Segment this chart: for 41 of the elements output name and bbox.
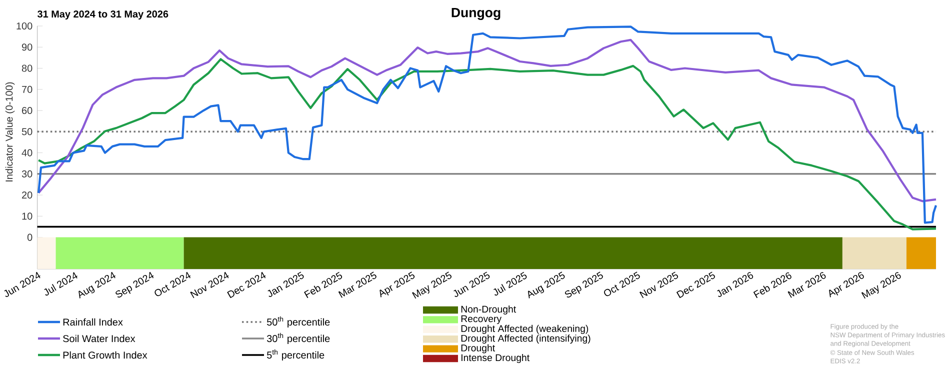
y-tick-label: 40 <box>22 149 32 156</box>
legend-label: 30$^{th}$ percentile <box>266 332 330 344</box>
y-tick-label: 30 <box>22 170 32 178</box>
x-tick-label: Sep 2025 <box>564 272 603 298</box>
y-tick-label: 100 <box>16 22 32 30</box>
x-tick-label: Oct 2025 <box>604 272 640 296</box>
legend-label: Recovery <box>461 315 502 324</box>
y-tick-label: 60 <box>22 106 32 114</box>
chart-title: Dungog <box>452 8 500 20</box>
x-tick-label: Jun 2025 <box>454 272 490 298</box>
y-tick-label: 20 <box>22 192 32 199</box>
y-tick-label: 10 <box>22 212 32 220</box>
x-tick-label: Jan 2026 <box>717 272 754 298</box>
legend-label: Drought Affected (intensifying) <box>461 334 590 344</box>
y-tick-label: 80 <box>22 64 32 72</box>
y-tick-label: 70 <box>22 86 32 93</box>
x-tick-label: Aug 2024 <box>78 272 116 299</box>
line-series <box>37 26 938 224</box>
text: Intense Drought <box>461 354 530 364</box>
x-tick-label: Jun 2024 <box>4 272 40 298</box>
legend-label: Non-Drought <box>461 305 516 315</box>
legend-label: Rainfall Index <box>63 318 123 326</box>
legend-label: Soil Water Index <box>63 334 136 342</box>
x-tick-label: Jan 2025 <box>268 272 304 298</box>
line-series <box>37 58 938 230</box>
x-tick-label: Jul 2024 <box>44 272 78 296</box>
x-tick-label: Jul 2025 <box>494 272 527 296</box>
y-tick-label: 0 <box>27 234 32 241</box>
legend-label: 50$^{th}$ percentile <box>266 316 330 328</box>
x-tick-label: Aug 2025 <box>528 272 565 299</box>
chart-subtitle: 31 May 2024 to 31 May 2026 <box>37 10 168 20</box>
y-axis-title: Indicator Value (0-100) <box>5 82 15 182</box>
legend-label: Drought <box>461 344 496 354</box>
legend-label: 5$^{th}$ percentile <box>266 349 324 361</box>
x-tick-label: Sep 2024 <box>116 272 154 298</box>
legend-label: Drought Affected (weakening) <box>461 324 588 334</box>
y-tick-label: 90 <box>22 44 32 51</box>
y-tick-label: 50 <box>22 128 32 136</box>
line-series <box>37 38 938 202</box>
legend-label: Plant Growth Index <box>63 351 148 359</box>
x-tick-label: Dec 2024 <box>227 272 266 298</box>
